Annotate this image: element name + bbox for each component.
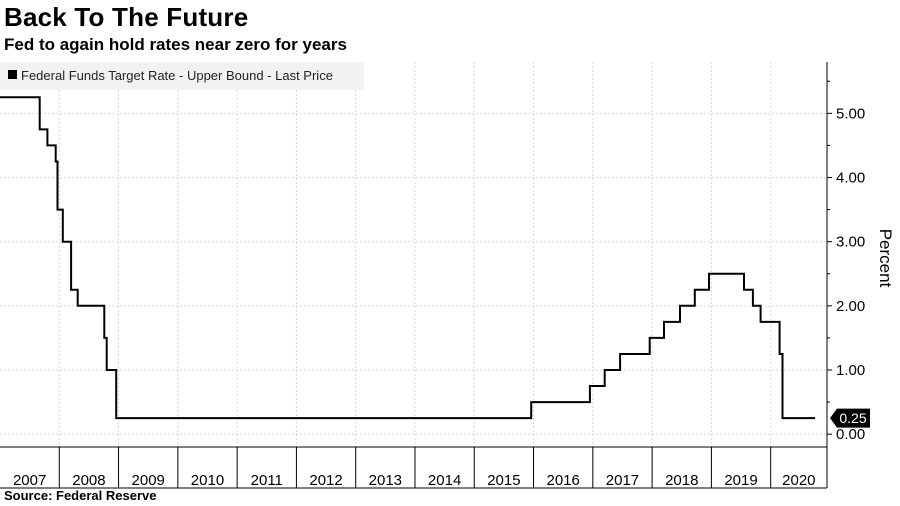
x-tick-label: 2012 — [309, 472, 342, 489]
series-layer — [0, 96, 816, 420]
chart-subtitle: Fed to again hold rates near zero for ye… — [4, 35, 347, 54]
y-tick-label: 5.00 — [836, 105, 865, 122]
x-tick-label: 2018 — [665, 472, 698, 489]
y-tick-label: 0.00 — [836, 426, 865, 443]
x-tick-label: 2014 — [428, 472, 461, 489]
y-tick-label: 3.00 — [836, 234, 865, 251]
y-tick-label: 4.00 — [836, 170, 865, 187]
x-tick-label: 2013 — [369, 472, 402, 489]
x-tick-label: 2007 — [13, 472, 46, 489]
x-tick-label: 2019 — [724, 472, 757, 489]
y-axis-label: Percent — [876, 229, 895, 288]
x-tick-label: 2020 — [782, 472, 815, 489]
x-tick-label: 2011 — [251, 472, 283, 489]
source-note: Source: Federal Reserve — [4, 488, 157, 503]
legend-swatch — [8, 70, 17, 79]
chart-title: Back To The Future — [4, 2, 249, 32]
legend-label: Federal Funds Target Rate - Upper Bound … — [21, 68, 333, 83]
axes-layer — [0, 62, 828, 489]
last-value-text: 0.25 — [839, 410, 866, 426]
series-line — [0, 96, 816, 420]
x-tick-label: 2008 — [72, 472, 105, 489]
last-value-label: 0.25 — [830, 408, 870, 428]
y-tick-label: 1.00 — [836, 362, 865, 379]
x-tick-label: 2015 — [487, 472, 520, 489]
last-value-box — [830, 408, 870, 428]
x-tick-label: 2017 — [606, 472, 639, 489]
x-tick-label: 2009 — [132, 472, 165, 489]
x-tick-label: 2010 — [191, 472, 224, 489]
y-tick-label: 2.00 — [836, 298, 865, 315]
x-tick-label: 2016 — [547, 472, 580, 489]
legend: Federal Funds Target Rate - Upper Bound … — [0, 62, 364, 90]
ticks-layer: 0.00 1.00 2.00 3.00 4.00 5.00 2007 2008 2009 2010… — [13, 80, 865, 489]
legend-background — [0, 62, 364, 90]
grid-layer — [0, 62, 827, 447]
